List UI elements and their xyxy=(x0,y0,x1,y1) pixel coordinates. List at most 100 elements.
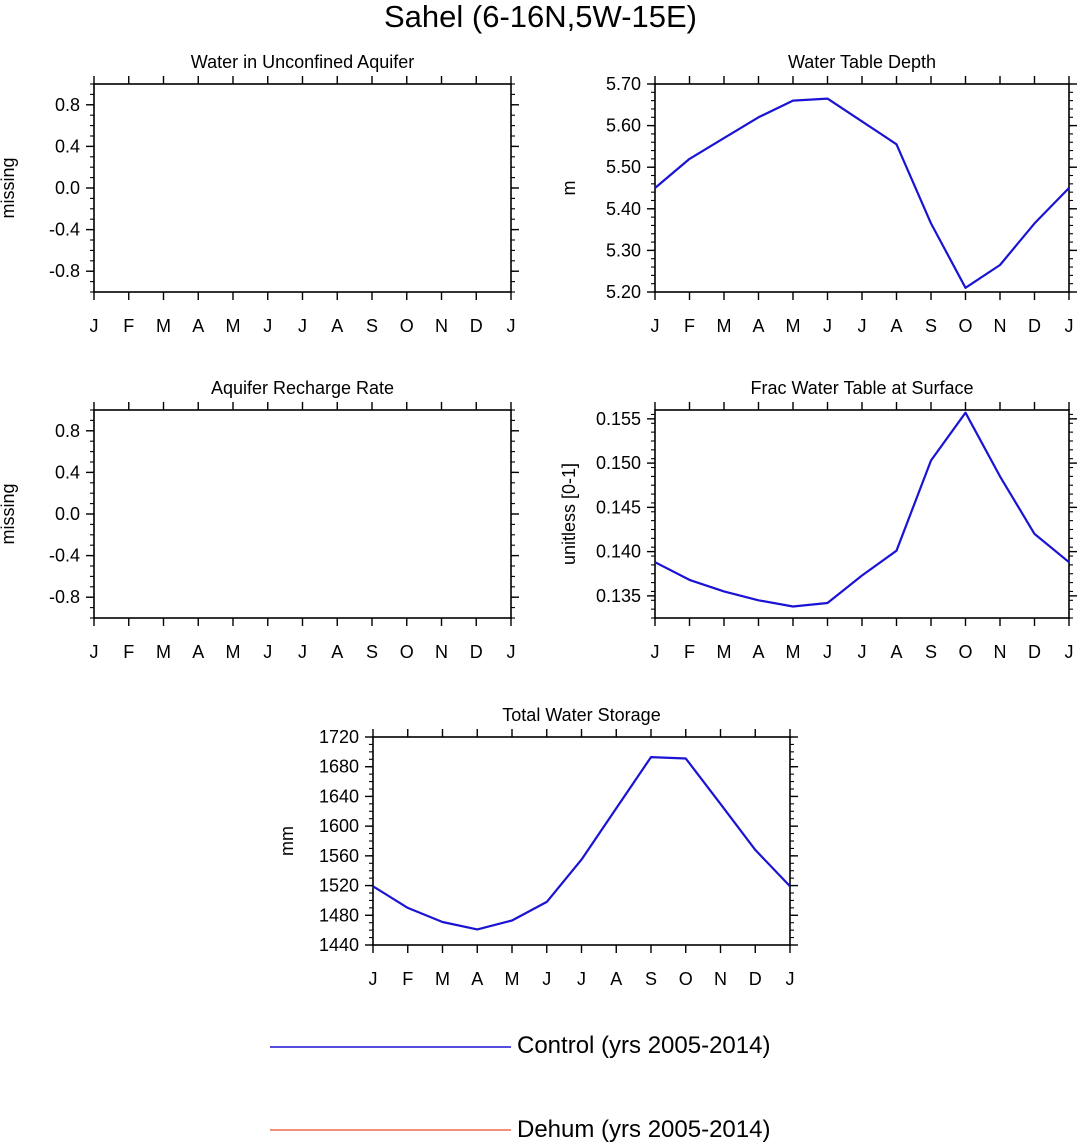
x-tick-label: S xyxy=(925,642,937,662)
y-tick-label: 0.145 xyxy=(596,497,641,517)
y-tick-label: -0.8 xyxy=(49,261,80,281)
series-line-control xyxy=(372,755,791,931)
x-tick-label: D xyxy=(1028,316,1041,336)
y-tick-label: 1640 xyxy=(319,786,359,806)
y-axis-label: m xyxy=(559,181,579,196)
legend-line-dehum xyxy=(270,1129,511,1131)
x-tick-label: A xyxy=(331,316,343,336)
y-tick-label: 1720 xyxy=(319,727,359,747)
x-tick-label: J xyxy=(577,969,586,989)
y-tick-label: 1480 xyxy=(319,905,359,925)
x-tick-label: A xyxy=(331,642,343,662)
legend-line-control xyxy=(270,1046,511,1048)
panel-unconfined-aquifer: Water in Unconfined Aquifer J F M A M J J A S O N D J… xyxy=(0,52,519,336)
y-axis-label: missing xyxy=(0,157,18,218)
x-tick-label: S xyxy=(925,316,937,336)
x-tick-label: N xyxy=(994,316,1007,336)
series-line-control xyxy=(654,411,1070,608)
x-tick-label: M xyxy=(226,642,241,662)
x-tick-label: J xyxy=(298,642,307,662)
panel-total-water-storage: Total Water Storage J F M A M J J A S O N D J 1720 1680… xyxy=(277,705,798,989)
y-tick-label: 5.30 xyxy=(606,240,641,260)
x-tick-label: D xyxy=(749,969,762,989)
x-tick-label: F xyxy=(123,316,134,336)
legend-label-dehum: Dehum (yrs 2005-2014) xyxy=(517,1116,771,1143)
x-tick-label: D xyxy=(470,316,483,336)
x-tick-label: M xyxy=(435,969,450,989)
x-tick-label: A xyxy=(890,316,902,336)
figure-title: Sahel (6-16N,5W-15E) xyxy=(383,0,697,34)
x-tick-label: F xyxy=(684,316,695,336)
x-tick-label: M xyxy=(786,316,801,336)
panel-title: Total Water Storage xyxy=(502,705,660,725)
x-tick-label: O xyxy=(958,316,972,336)
y-tick-label: 1440 xyxy=(319,935,359,955)
x-tick-label: F xyxy=(684,642,695,662)
x-tick-label: J xyxy=(90,316,99,336)
y-tick-label: 5.20 xyxy=(606,282,641,302)
x-tick-label: J xyxy=(651,642,660,662)
y-tick-label: 0.4 xyxy=(55,462,80,482)
x-tick-label: M xyxy=(717,316,732,336)
x-tick-label: F xyxy=(123,642,134,662)
x-tick-label: O xyxy=(400,316,414,336)
plot-frame xyxy=(654,83,1070,293)
x-tick-label: O xyxy=(679,969,693,989)
y-tick-label: -0.4 xyxy=(49,546,80,566)
y-tick-label: 1600 xyxy=(319,816,359,836)
x-tick-label: J xyxy=(858,642,867,662)
panel-recharge-rate: Aquifer Recharge Rate J F M A M J J A S O N D J 0.8 0.4… xyxy=(0,378,519,662)
y-axis-label: mm xyxy=(277,826,297,856)
panel-title: Aquifer Recharge Rate xyxy=(211,378,394,398)
series-line-control xyxy=(654,97,1070,289)
panel-title: Frac Water Table at Surface xyxy=(750,378,973,398)
x-tick-label: N xyxy=(435,642,448,662)
x-tick-label: A xyxy=(752,316,764,336)
x-tick-label: A xyxy=(752,642,764,662)
x-tick-label: M xyxy=(226,316,241,336)
x-tick-label: M xyxy=(786,642,801,662)
y-tick-label: 5.60 xyxy=(606,116,641,136)
x-tick-label: D xyxy=(1028,642,1041,662)
x-tick-label: D xyxy=(470,642,483,662)
panel-title: Water Table Depth xyxy=(788,52,936,72)
plot-frame xyxy=(372,736,791,946)
y-tick-label: 1680 xyxy=(319,757,359,777)
x-tick-label: S xyxy=(366,316,378,336)
y-tick-label: 5.70 xyxy=(606,74,641,94)
y-tick-label: 5.40 xyxy=(606,199,641,219)
y-tick-label: 0.8 xyxy=(55,95,80,115)
y-tick-label: 0.135 xyxy=(596,586,641,606)
x-tick-label: J xyxy=(298,316,307,336)
plot-frame xyxy=(93,83,512,293)
x-tick-label: S xyxy=(366,642,378,662)
x-tick-label: J xyxy=(263,316,272,336)
x-tick-label: A xyxy=(192,316,204,336)
panel-title: Water in Unconfined Aquifer xyxy=(191,52,414,72)
y-tick-label: 0.140 xyxy=(596,542,641,562)
x-tick-label: J xyxy=(369,969,378,989)
x-tick-label: M xyxy=(156,642,171,662)
x-tick-label: J xyxy=(507,642,516,662)
x-tick-label: J xyxy=(823,642,832,662)
y-axis-label: missing xyxy=(0,483,18,544)
x-tick-label: A xyxy=(890,642,902,662)
x-tick-label: M xyxy=(505,969,520,989)
plot-frame xyxy=(654,409,1070,619)
x-tick-label: A xyxy=(192,642,204,662)
y-tick-label: 0.0 xyxy=(55,178,80,198)
x-tick-label: J xyxy=(507,316,516,336)
x-tick-label: J xyxy=(1065,642,1074,662)
legend-label-control: Control (yrs 2005-2014) xyxy=(517,1032,771,1059)
y-tick-label: 1520 xyxy=(319,876,359,896)
x-tick-label: O xyxy=(400,642,414,662)
x-tick-label: F xyxy=(402,969,413,989)
y-tick-label: -0.4 xyxy=(49,220,80,240)
y-tick-label: -0.8 xyxy=(49,587,80,607)
x-tick-label: J xyxy=(858,316,867,336)
x-tick-label: A xyxy=(610,969,622,989)
x-tick-label: O xyxy=(958,642,972,662)
